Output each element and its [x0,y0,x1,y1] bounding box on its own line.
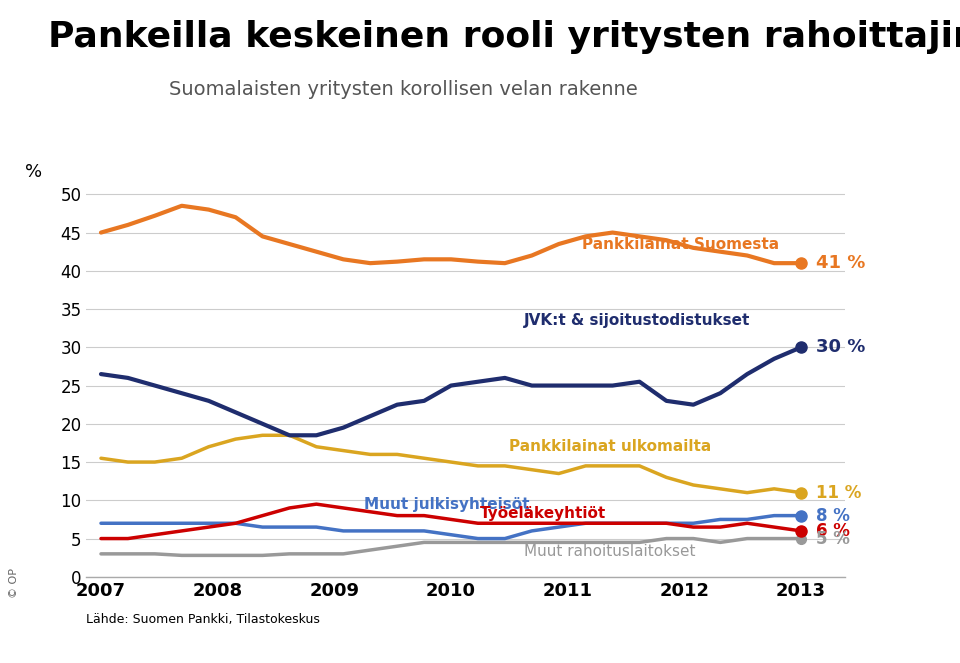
Text: %: % [25,163,42,181]
Text: Muut rahoituslaitokset: Muut rahoituslaitokset [524,544,695,559]
Text: 30 %: 30 % [816,338,865,356]
Text: Suomalaisten yritysten korollisen velan rakenne: Suomalaisten yritysten korollisen velan … [169,80,637,99]
Text: Työeläkeyhtiöt: Työeläkeyhtiöt [480,506,607,521]
Text: JVK:t & sijoitustodistukset: JVK:t & sijoitustodistukset [524,313,751,328]
Text: 6 %: 6 % [816,522,850,540]
Text: Pankkilainat Suomesta: Pankkilainat Suomesta [583,237,780,251]
Text: © OP: © OP [10,568,19,599]
Text: 11 %: 11 % [816,484,861,502]
Text: 41 %: 41 % [816,254,865,272]
Text: Lähde: Suomen Pankki, Tilastokeskus: Lähde: Suomen Pankki, Tilastokeskus [86,613,321,627]
Text: 8 %: 8 % [816,507,850,524]
Text: Pankeilla keskeinen rooli yritysten rahoittajina: Pankeilla keskeinen rooli yritysten raho… [48,20,960,54]
Text: Muut julkisyhteisöt: Muut julkisyhteisöt [364,497,529,512]
Text: 5 %: 5 % [816,530,850,548]
Text: Pankkilainat ulkomailta: Pankkilainat ulkomailta [510,440,711,454]
